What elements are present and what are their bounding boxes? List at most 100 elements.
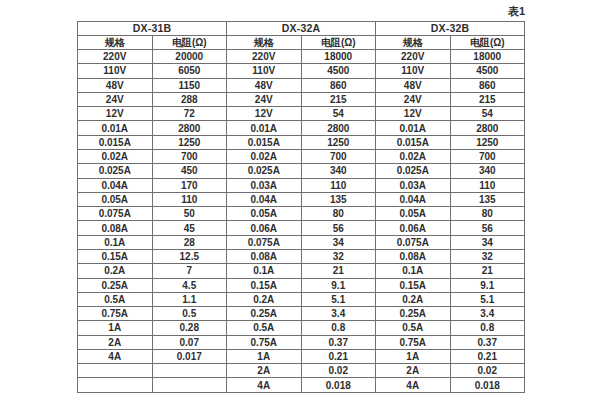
spec-cell: 1A bbox=[227, 349, 302, 363]
resistance-cell: 700 bbox=[152, 149, 227, 163]
resistance-cell: 54 bbox=[301, 107, 376, 121]
spec-cell: 110V bbox=[376, 64, 451, 78]
resistance-cell: 0.018 bbox=[450, 378, 525, 393]
resistance-cell: 0.5 bbox=[152, 307, 227, 321]
table-row: 48V115048V86048V860 bbox=[78, 78, 525, 92]
resistance-cell: 110 bbox=[301, 178, 376, 192]
resistance-cell: 9.1 bbox=[450, 278, 525, 292]
col-header-resistance: 电阻(Ω) bbox=[152, 36, 227, 50]
spec-cell: 220V bbox=[78, 50, 153, 64]
table-caption: 表1 bbox=[503, 4, 525, 19]
resistance-cell: 4500 bbox=[301, 64, 376, 78]
spec-cell: 0.5A bbox=[376, 321, 451, 335]
spec-cell: 0.15A bbox=[78, 249, 153, 263]
spec-cell: 0.5A bbox=[78, 292, 153, 306]
spec-cell: 0.03A bbox=[227, 178, 302, 192]
resistance-cell: 0.21 bbox=[301, 349, 376, 363]
group-header-dx31b: DX-31B bbox=[78, 22, 227, 36]
resistance-cell: 170 bbox=[152, 178, 227, 192]
resistance-cell: 80 bbox=[450, 207, 525, 221]
resistance-cell: 1150 bbox=[152, 78, 227, 92]
spec-cell: 0.025A bbox=[376, 164, 451, 178]
spec-cell: 24V bbox=[376, 92, 451, 106]
resistance-cell: 215 bbox=[450, 92, 525, 106]
spec-cell: 12V bbox=[227, 107, 302, 121]
resistance-cell: 0.28 bbox=[152, 321, 227, 335]
col-header-resistance: 电阻(Ω) bbox=[301, 36, 376, 50]
spec-cell: 12V bbox=[376, 107, 451, 121]
resistance-cell: 0.8 bbox=[301, 321, 376, 335]
table-row: 0.015A12500.015A12500.015A1250 bbox=[78, 135, 525, 149]
spec-cell: 2A bbox=[376, 364, 451, 378]
spec-cell: 24V bbox=[227, 92, 302, 106]
spec-cell: 0.075A bbox=[227, 235, 302, 249]
resistance-cell: 28 bbox=[152, 235, 227, 249]
resistance-cell: 34 bbox=[301, 235, 376, 249]
resistance-cell: 5.1 bbox=[301, 292, 376, 306]
spec-cell: 0.03A bbox=[376, 178, 451, 192]
column-header-row: 规格 电阻(Ω) 规格 电阻(Ω) 规格 电阻(Ω) bbox=[78, 36, 525, 50]
resistance-cell: 56 bbox=[301, 221, 376, 235]
resistance-cell: 340 bbox=[450, 164, 525, 178]
resistance-cell: 0.02 bbox=[450, 364, 525, 378]
spec-cell: 0.01A bbox=[78, 121, 153, 135]
spec-cell: 0.15A bbox=[227, 278, 302, 292]
col-header-spec: 规格 bbox=[376, 36, 451, 50]
spec-cell: 0.25A bbox=[376, 307, 451, 321]
resistance-cell: 32 bbox=[450, 249, 525, 263]
spec-cell: 0.04A bbox=[227, 192, 302, 206]
resistance-cell: 4500 bbox=[450, 64, 525, 78]
spec-cell: 0.06A bbox=[376, 221, 451, 235]
resistance-cell: 860 bbox=[450, 78, 525, 92]
spec-cell: 0.06A bbox=[227, 221, 302, 235]
spec-cell bbox=[78, 378, 153, 393]
spec-cell: 4A bbox=[376, 378, 451, 393]
resistance-cell: 110 bbox=[450, 178, 525, 192]
resistance-cell: 110 bbox=[152, 192, 227, 206]
spec-cell: 0.08A bbox=[376, 249, 451, 263]
table-row: 2A0.022A0.02 bbox=[78, 364, 525, 378]
table-row: 0.15A12.50.08A320.08A32 bbox=[78, 249, 525, 263]
spec-cell: 0.025A bbox=[227, 164, 302, 178]
resistance-cell: 21 bbox=[301, 264, 376, 278]
spec-cell: 110V bbox=[227, 64, 302, 78]
resistance-cell: 1250 bbox=[152, 135, 227, 149]
resistance-cell: 0.8 bbox=[450, 321, 525, 335]
resistance-cell: 3.4 bbox=[450, 307, 525, 321]
table-row: 0.08A450.06A560.06A56 bbox=[78, 221, 525, 235]
spec-cell: 0.08A bbox=[78, 221, 153, 235]
spec-cell: 0.02A bbox=[78, 149, 153, 163]
resistance-cell: 2800 bbox=[301, 121, 376, 135]
spec-cell: 0.1A bbox=[78, 235, 153, 249]
table-row: 0.075A500.05A800.05A80 bbox=[78, 207, 525, 221]
resistance-cell: 7 bbox=[152, 264, 227, 278]
resistance-cell: 6050 bbox=[152, 64, 227, 78]
spec-cell: 0.02A bbox=[376, 149, 451, 163]
spec-cell: 0.2A bbox=[227, 292, 302, 306]
spec-cell: 2A bbox=[78, 335, 153, 349]
spec-cell: 1A bbox=[376, 349, 451, 363]
col-header-resistance: 电阻(Ω) bbox=[450, 36, 525, 50]
spec-cell: 0.25A bbox=[227, 307, 302, 321]
spec-cell: 0.2A bbox=[78, 264, 153, 278]
spec-cell: 0.05A bbox=[376, 207, 451, 221]
resistance-cell: 340 bbox=[301, 164, 376, 178]
spec-cell: 0.075A bbox=[376, 235, 451, 249]
resistance-cell: 1250 bbox=[301, 135, 376, 149]
group-header-dx32b: DX-32B bbox=[376, 22, 525, 36]
resistance-cell: 56 bbox=[450, 221, 525, 235]
table-row: 1A0.280.5A0.80.5A0.8 bbox=[78, 321, 525, 335]
resistance-cell: 54 bbox=[450, 107, 525, 121]
table-head: DX-31B DX-32A DX-32B 规格 电阻(Ω) 规格 电阻(Ω) 规… bbox=[78, 22, 525, 50]
spec-cell: 0.75A bbox=[227, 335, 302, 349]
resistance-cell bbox=[152, 364, 227, 378]
table-row: 0.75A0.50.25A3.40.25A3.4 bbox=[78, 307, 525, 321]
resistance-cell: 72 bbox=[152, 107, 227, 121]
resistance-cell: 0.017 bbox=[152, 349, 227, 363]
spec-cell: 0.015A bbox=[227, 135, 302, 149]
resistance-cell: 2800 bbox=[450, 121, 525, 135]
spec-cell: 0.04A bbox=[376, 192, 451, 206]
spec-cell: 0.15A bbox=[376, 278, 451, 292]
table-row: 0.02A7000.02A7000.02A700 bbox=[78, 149, 525, 163]
resistance-cell: 45 bbox=[152, 221, 227, 235]
